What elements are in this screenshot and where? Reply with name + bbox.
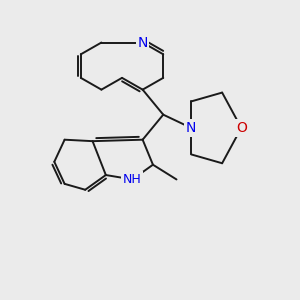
Text: O: O: [236, 121, 247, 135]
Text: N: N: [186, 121, 196, 135]
Text: NH: NH: [123, 173, 142, 186]
Text: N: N: [137, 35, 148, 50]
